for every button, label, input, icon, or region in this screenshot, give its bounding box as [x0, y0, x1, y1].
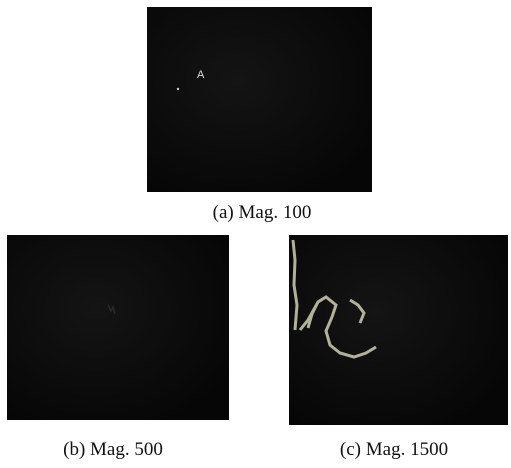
- panel-c: (c) Mag. 1500: [289, 235, 508, 460]
- caption: (b) Mag. 500: [63, 439, 163, 460]
- panel-b: (b) Mag. 500: [7, 235, 229, 460]
- micrograph: [147, 7, 372, 192]
- micrograph: [7, 235, 229, 420]
- micrograph: [289, 235, 508, 425]
- figure: A (a) Mag. 100 (b) Mag. 500 (c) Mag. 150…: [0, 0, 511, 468]
- caption: (c) Mag. 1500: [340, 439, 448, 460]
- page: A (a) Mag. 100 (b) Mag. 500 (c) Mag. 150…: [0, 0, 511, 468]
- caption: (a) Mag. 100: [213, 202, 312, 223]
- speck: [177, 88, 179, 90]
- marker: A: [197, 69, 205, 81]
- panel-a: A (a) Mag. 100: [147, 7, 372, 223]
